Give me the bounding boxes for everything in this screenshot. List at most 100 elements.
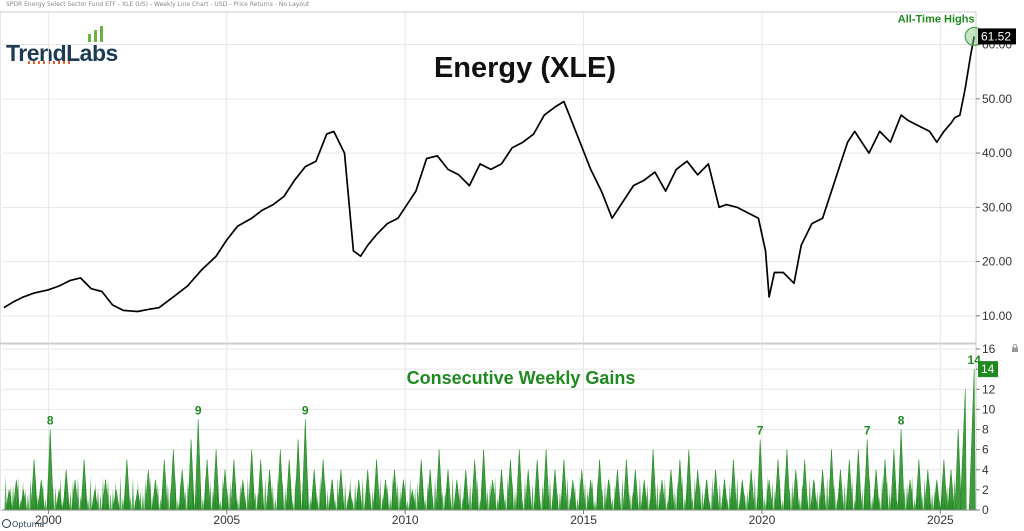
gain-spike-minor [663, 477, 667, 510]
gain-spike-minor [209, 480, 212, 510]
gain-spike-minor [806, 495, 809, 510]
gain-spike-minor [751, 499, 754, 510]
gain-spike-minor [339, 494, 342, 510]
gain-spike-minor [391, 476, 394, 510]
gain-spike-minor [196, 485, 200, 510]
gain-spike-minor [66, 491, 70, 510]
gain-spike-minor [416, 481, 419, 510]
lock-icon[interactable] [1011, 344, 1019, 352]
gain-spike-minor [673, 489, 677, 510]
gain-spike-minor [693, 476, 697, 510]
gain-spike-minor [558, 490, 562, 510]
gain-spike-minor [146, 499, 150, 510]
gain-spike-minor [626, 479, 629, 510]
gain-spike-minor [101, 477, 105, 510]
gain-spike-minor [169, 487, 172, 510]
gain-spike-minor [571, 485, 574, 510]
gain-spike-minor [116, 499, 120, 510]
gain-spike-minor [523, 476, 527, 510]
gain-spike-minor [276, 475, 279, 510]
gain-spike-minor [451, 476, 454, 510]
gain-spike-minor [309, 497, 312, 510]
gain-spike-minor [229, 481, 232, 510]
gain-spike-minor [411, 493, 414, 510]
gain-peak-label: 7 [757, 424, 764, 438]
gain-spike-minor [139, 490, 142, 510]
gain-spike-minor [359, 494, 362, 510]
gain-spike-minor [521, 499, 524, 510]
gain-spike-minor [409, 477, 412, 510]
gain-spike-minor [563, 499, 567, 510]
gain-spike-minor [531, 482, 534, 510]
gain-spike-minor [648, 497, 652, 510]
gain-spike-minor [226, 488, 229, 510]
gain-spike-minor [813, 479, 816, 510]
gain-spike-minor [726, 498, 729, 510]
gain-spike-minor [386, 484, 389, 510]
price-line-series [3, 36, 976, 313]
gain-spike-minor [31, 499, 35, 510]
gain-spike-minor [311, 484, 314, 510]
gains-y-tick-label: 2 [982, 483, 989, 497]
optuma-icon [2, 519, 11, 528]
gain-spike-minor [346, 498, 349, 510]
gain-spike-minor [881, 476, 884, 510]
gain-spike-minor [299, 489, 302, 510]
gain-spike-minor [633, 479, 637, 510]
gain-spike-minor [758, 485, 761, 510]
x-tick-label: 2015 [570, 513, 597, 527]
gain-spike-minor [189, 499, 192, 510]
gain-spike-minor [808, 476, 811, 510]
gain-spike-minor [713, 494, 716, 510]
gain-spike-minor [194, 496, 197, 510]
gain-spike-minor [69, 491, 72, 510]
gain-spike-minor [551, 499, 554, 510]
gain-spike-minor [371, 490, 374, 510]
gain-spike-minor [456, 486, 459, 510]
x-tick-label: 2005 [213, 513, 240, 527]
gain-peak-label: 7 [864, 424, 871, 438]
gain-spike-minor [356, 487, 359, 510]
gain-spike-minor [59, 476, 62, 510]
gain-spike-minor [266, 495, 269, 510]
gain-spike-minor [394, 499, 397, 510]
gain-spike-minor [249, 499, 252, 510]
gain-spike-minor [361, 476, 364, 510]
gain-spike-minor [721, 498, 724, 510]
gain-spike-minor [661, 494, 664, 510]
gain-spike-minor [111, 489, 115, 510]
gain-spike-minor [826, 476, 829, 510]
gain-spike-minor [241, 486, 244, 510]
gain-spike-minor [461, 497, 464, 510]
gain-spike-minor [561, 479, 564, 510]
gain-spike-minor [176, 499, 180, 510]
gain-spike-minor [948, 484, 951, 510]
gain-spike-minor [513, 490, 517, 510]
gain-spike-minor [553, 478, 557, 510]
gain-spike-minor [596, 477, 599, 510]
gain-spike-minor [19, 499, 22, 510]
gain-spike-minor [691, 496, 694, 510]
gain-spike-minor [856, 477, 859, 510]
gain-spike-minor [181, 492, 185, 510]
gain-spike-minor [134, 499, 137, 510]
gain-spike-minor [236, 497, 239, 510]
price-last-value-label: 61.52 [981, 29, 1011, 43]
gain-spike-minor [284, 488, 287, 510]
gain-spike-minor [568, 496, 572, 510]
gain-spike-minor [611, 497, 614, 510]
gain-spike-minor [621, 476, 624, 510]
gain-spike-minor [848, 494, 851, 510]
gain-spike-minor [463, 475, 467, 510]
gain-spike-minor [186, 479, 190, 510]
gain-spike-minor [399, 489, 402, 510]
gain-spike-minor [4, 476, 7, 510]
gain-spike-minor [46, 475, 50, 510]
gain-spike-minor [21, 480, 25, 510]
gain-spike-minor [756, 496, 759, 510]
gain-spike-minor [126, 485, 130, 510]
gain-spike-minor [861, 489, 864, 510]
gain-spike-minor [244, 495, 247, 510]
gain-spike-minor [733, 494, 736, 510]
gain-spike-minor [488, 480, 492, 510]
